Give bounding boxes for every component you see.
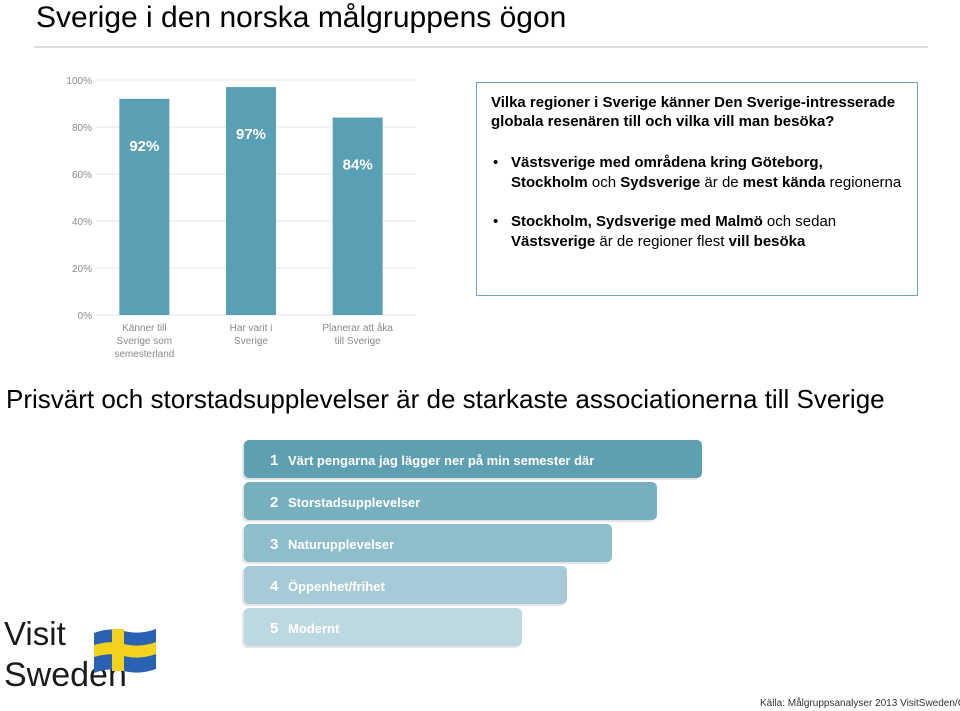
rank-bar bbox=[244, 524, 612, 562]
association-ranking-chart-svg: 1 Värt pengarna jag lägger ner på min sem… bbox=[242, 440, 702, 648]
x-tick-label: Sverige bbox=[234, 336, 268, 347]
association-ranking-chart: 1 Värt pengarna jag lägger ner på min sem… bbox=[240, 436, 706, 656]
y-tick-label: 0% bbox=[78, 311, 93, 322]
x-tick-label: Sverige som bbox=[117, 336, 173, 347]
y-tick-label: 20% bbox=[72, 264, 92, 275]
awareness-bar-chart-svg: 0% 20% 40% 60% 80% 100% 92% Känner till Sverige … bbox=[66, 76, 416, 360]
y-tick-label: 40% bbox=[72, 217, 92, 228]
swedish-flag-icon bbox=[94, 629, 156, 673]
rank-label: Öppenhet/frihet bbox=[288, 579, 385, 594]
x-tick-label: Planerar att åka bbox=[322, 322, 393, 334]
rank-number: 5 bbox=[270, 620, 278, 637]
y-tick-label: 80% bbox=[72, 123, 92, 134]
info-question: Vilka regioner i Sverige känner Den Sver… bbox=[491, 94, 896, 130]
logo-word-visit: Visit bbox=[4, 615, 66, 652]
source-note: Källa: Målgruppsanalyser 2013 VisitSwede… bbox=[760, 698, 960, 709]
rank-label: Modernt bbox=[288, 621, 340, 636]
bar bbox=[226, 87, 276, 315]
x-tick-label: Känner till bbox=[122, 323, 166, 334]
rank-label: Värt pengarna jag lägger ner på min seme… bbox=[288, 453, 594, 468]
rank-number: 1 bbox=[270, 452, 278, 469]
bar-value-label: 84% bbox=[343, 157, 373, 174]
visitsweden-logo: Visit Sweden bbox=[0, 615, 170, 711]
rank-bar bbox=[244, 566, 567, 604]
info-box: Vilka regioner i Sverige känner Den Sver… bbox=[476, 82, 918, 296]
y-tick-label: 100% bbox=[66, 76, 92, 87]
x-tick-label: till Sverige bbox=[335, 336, 382, 347]
bar-value-label: 97% bbox=[236, 126, 266, 143]
x-tick-label: semesterland bbox=[114, 349, 174, 360]
bar-value-label: 92% bbox=[129, 138, 159, 155]
info-bullet-list: • Västsverige med områdena kring Götebor… bbox=[491, 153, 903, 252]
rank-bar bbox=[244, 608, 522, 646]
bar bbox=[332, 117, 383, 315]
rank-bar bbox=[244, 440, 702, 478]
rank-number: 2 bbox=[270, 494, 278, 511]
title-divider bbox=[34, 46, 928, 48]
rank-label: Naturupplevelser bbox=[288, 537, 394, 552]
y-tick-label: 60% bbox=[72, 170, 92, 181]
rank-label: Storstadsupplevelser bbox=[288, 495, 420, 510]
info-bullet-known-regions: • Västsverige med områdena kring Götebor… bbox=[493, 154, 902, 191]
rank-bar bbox=[244, 482, 657, 520]
bullet-icon: • bbox=[493, 154, 499, 171]
slide-subtitle: Prisvärt och storstadsupplevelser är de … bbox=[6, 384, 885, 414]
slide-title: Sverige i den norska målgruppens ögon bbox=[36, 1, 567, 34]
rank-number: 3 bbox=[270, 536, 278, 553]
info-bullet-visit-regions: • Stockholm, Sydsverige med Malmö och se… bbox=[493, 213, 837, 250]
rank-number: 4 bbox=[270, 578, 279, 595]
awareness-bar-chart: 0% 20% 40% 60% 80% 100% 92% Känner till Sverige … bbox=[60, 66, 430, 362]
bullet-icon: • bbox=[493, 213, 499, 230]
bar bbox=[119, 98, 170, 315]
x-tick-label: Har varit i bbox=[230, 323, 273, 334]
